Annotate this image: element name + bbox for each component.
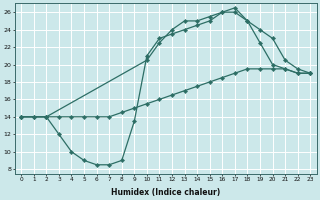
X-axis label: Humidex (Indice chaleur): Humidex (Indice chaleur): [111, 188, 220, 197]
